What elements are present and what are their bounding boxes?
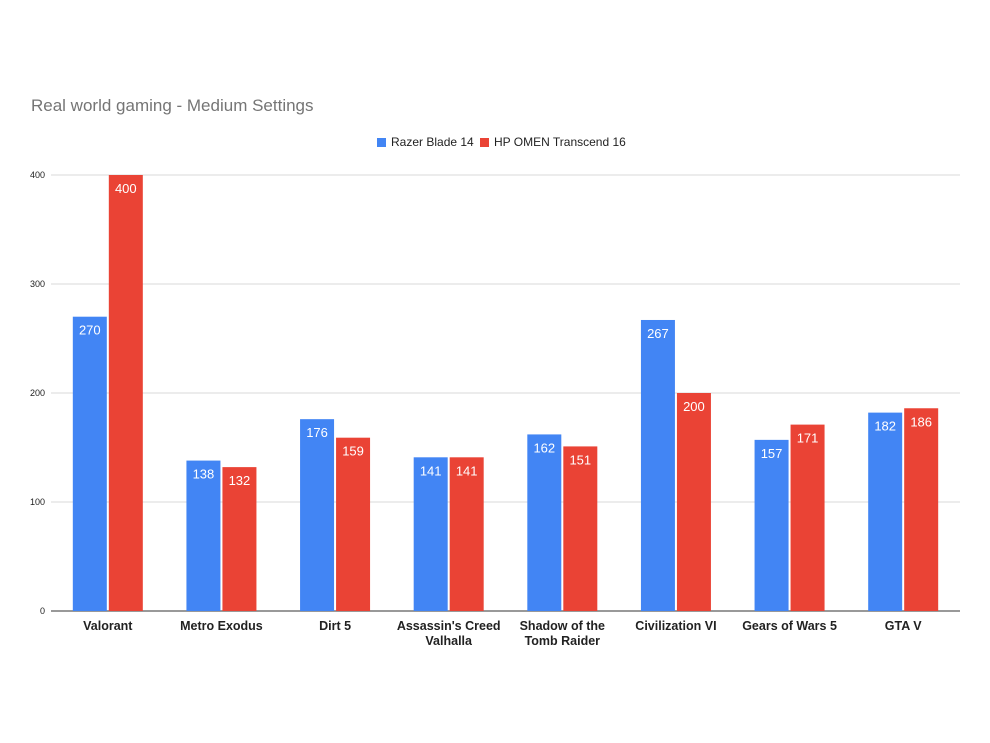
data-label: 176 [306,425,328,440]
data-label: 141 [456,463,478,478]
bar [640,319,675,611]
legend-label: HP OMEN Transcend 16 [494,135,626,149]
y-tick-label: 0 [40,606,45,616]
y-tick-label: 100 [30,497,45,507]
x-tick-label: Dirt 5 [319,619,351,633]
bar [336,437,371,611]
bar [72,316,107,611]
data-label: 162 [533,440,555,455]
data-label: 141 [420,463,442,478]
bar [754,439,789,611]
bar [904,408,939,611]
bar [186,460,221,611]
bar [108,175,143,611]
chart-title: Real world gaming - Medium Settings [31,96,314,115]
legend-label: Razer Blade 14 [391,135,474,149]
legend-swatch [480,138,489,147]
data-label: 400 [115,181,137,196]
data-label: 159 [342,444,364,459]
bar [790,424,825,611]
y-tick-label: 400 [30,170,45,180]
y-tick-label: 300 [30,279,45,289]
x-tick-label: Valhalla [425,634,473,648]
legend: Razer Blade 14 HP OMEN Transcend 16 [377,135,626,149]
y-tick-label: 200 [30,388,45,398]
y-axis: 0 100 200 300 400 [30,170,45,616]
x-tick-label: Gears of Wars 5 [742,619,837,633]
x-tick-label: Shadow of the [520,619,605,633]
data-label: 138 [193,467,215,482]
bar [527,434,562,611]
data-label: 132 [229,473,251,488]
bar [300,419,335,611]
legend-swatch [377,138,386,147]
data-label: 182 [874,419,896,434]
bar [449,457,484,611]
bar [868,412,903,611]
bar [222,467,257,611]
data-label: 151 [569,452,591,467]
x-tick-label: Assassin's Creed [397,619,501,633]
data-label: 200 [683,399,705,414]
bar [676,393,711,611]
x-tick-label: Valorant [83,619,133,633]
x-tick-label: Tomb Raider [525,634,601,648]
x-axis: Valorant Metro Exodus Dirt 5 Assassin's Cre… [83,619,922,648]
data-label: 171 [797,431,819,446]
bar [563,446,598,611]
data-label: 270 [79,323,101,338]
x-tick-label: Metro Exodus [180,619,263,633]
bars: 270 400 138 132 176 159 141 141 162 151 267 200 157 1… [72,175,939,611]
data-label: 157 [761,446,783,461]
data-label: 186 [910,414,932,429]
x-tick-label: GTA V [885,619,922,633]
bar [413,457,448,611]
x-tick-label: Civilization VI [635,619,716,633]
data-label: 267 [647,326,669,341]
